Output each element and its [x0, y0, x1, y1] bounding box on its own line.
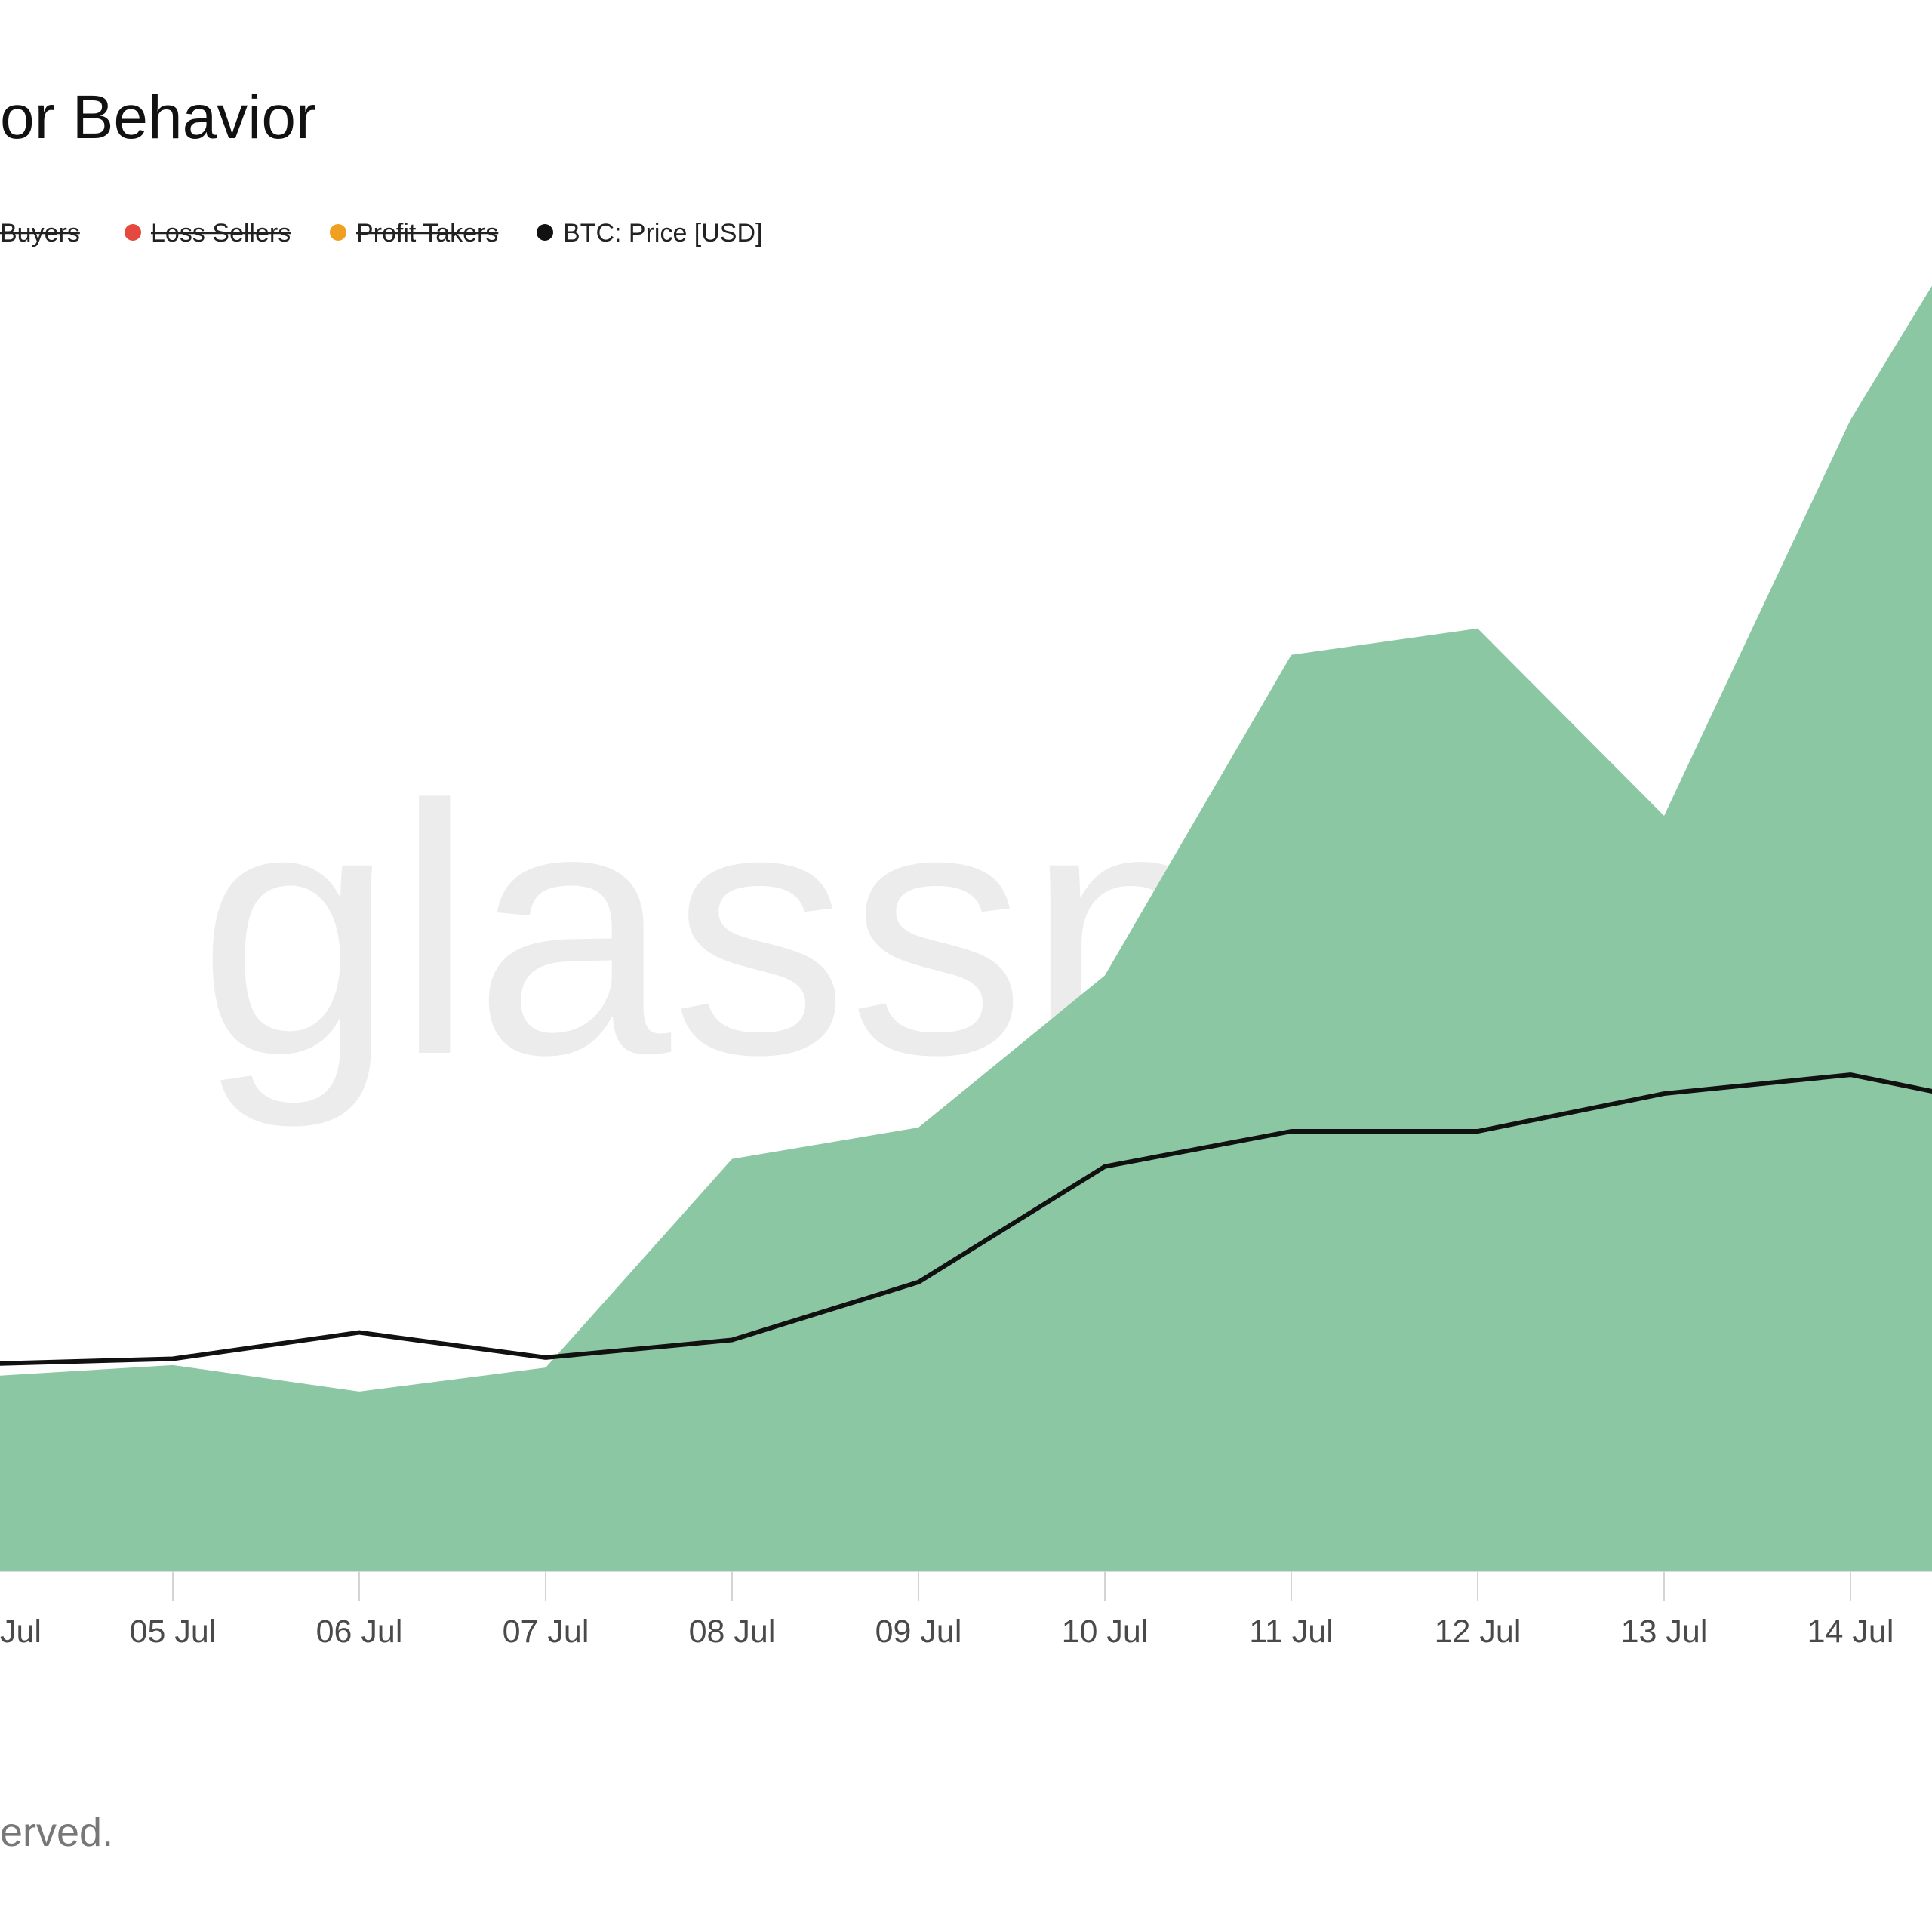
- series-line-btc-price: [0, 1072, 1932, 1366]
- btc-price-point-2: [358, 1331, 361, 1334]
- x-tick-label: 09 Jul: [875, 1614, 962, 1650]
- legend-marker-icon: [330, 224, 346, 241]
- buyers-point-10: [1849, 418, 1852, 421]
- legend-label: BTC: Price [USD]: [563, 219, 762, 248]
- x-tick-label: Jul: [0, 1614, 42, 1650]
- x-tick-label: 14 Jul: [1807, 1614, 1894, 1650]
- x-tick-label: 07 Jul: [503, 1614, 589, 1650]
- buyers-point-9: [1663, 814, 1666, 817]
- buyers-point-7: [1290, 654, 1293, 657]
- buyers-point-1: [171, 1364, 174, 1367]
- chart-title: or Behavior: [0, 83, 316, 152]
- copyright-footer: erved.: [0, 1810, 113, 1855]
- buyers-point-4: [731, 1158, 734, 1161]
- btc-price-point-7: [1290, 1130, 1293, 1133]
- legend-item: Loss Sellers: [125, 219, 291, 248]
- legend-item: Buyers: [0, 219, 80, 248]
- legend-item: BTC: Price [USD]: [537, 219, 762, 248]
- buyers-point-3: [544, 1366, 547, 1369]
- x-tick-label: 13 Jul: [1621, 1614, 1708, 1650]
- buyers-point-2: [358, 1390, 361, 1393]
- btc-price-point-6: [1103, 1165, 1106, 1168]
- x-tick-label: 05 Jul: [130, 1614, 217, 1650]
- x-tick-label: 10 Jul: [1062, 1614, 1149, 1650]
- btc-price-point-8: [1476, 1130, 1479, 1133]
- buyers-point-5: [917, 1126, 920, 1129]
- x-tick-label: 12 Jul: [1435, 1614, 1521, 1650]
- x-tick-label: 06 Jul: [316, 1614, 403, 1650]
- btc-price-point-1: [171, 1358, 174, 1361]
- btc-price-point-5: [917, 1281, 920, 1284]
- btc-price-point-9: [1663, 1092, 1666, 1095]
- legend-marker-icon: [537, 224, 553, 241]
- buyers-point-8: [1476, 627, 1479, 630]
- legend-item: Profit Takers: [330, 219, 499, 248]
- btc-price-point-4: [731, 1339, 734, 1342]
- btc-price-point-10: [1849, 1073, 1852, 1076]
- x-tick-label: 11 Jul: [1249, 1614, 1334, 1650]
- series-area-buyers: [0, 285, 1932, 1571]
- buyers-point-6: [1103, 974, 1106, 977]
- btc-price-point-3: [544, 1356, 547, 1359]
- x-tick-label: 08 Jul: [689, 1614, 776, 1650]
- legend-marker-icon: [125, 224, 141, 241]
